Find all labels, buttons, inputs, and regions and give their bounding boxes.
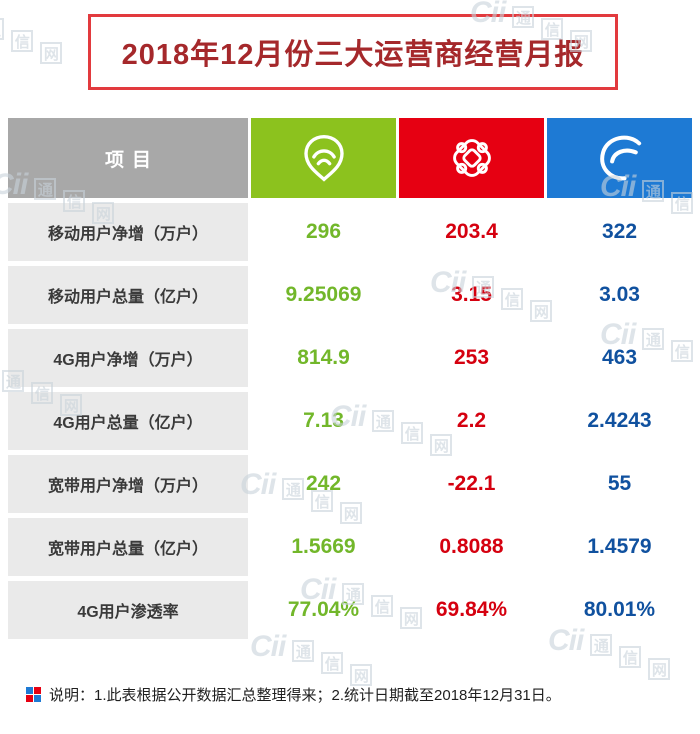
value-cell-unicom: 0.8088 (399, 518, 544, 576)
china-mobile-logo (303, 134, 344, 182)
value-cell-mobile: 9.25069 (251, 266, 396, 324)
value-cell-unicom: 253 (399, 329, 544, 387)
value-cell-unicom: 203.4 (399, 203, 544, 261)
note-icon (26, 686, 41, 702)
value-cell-mobile: 77.04% (251, 581, 396, 639)
row-label: 移动用户净增（万户） (8, 203, 248, 261)
china-telecom-logo (599, 135, 641, 181)
value-cell-telecom: 1.4579 (547, 518, 692, 576)
value-cell-mobile: 242 (251, 455, 396, 513)
page-title: 2018年12月份三大运营商经营月报 (121, 39, 585, 71)
china-unicom-logo (452, 139, 491, 177)
row-label: 宽带用户总量（亿户） (8, 518, 248, 576)
row-label: 4G用户渗透率 (8, 581, 248, 639)
value-cell-mobile: 1.5669 (251, 518, 396, 576)
table-header-item: 项目 (8, 118, 248, 198)
value-cell-unicom: 2.2 (399, 392, 544, 450)
value-cell-mobile: 7.13 (251, 392, 396, 450)
value-cell-unicom: 3.15 (399, 266, 544, 324)
value-cell-telecom: 322 (547, 203, 692, 261)
footnote-text: 说明：1.此表根据公开数据汇总整理得来；2.统计日期截至2018年12月31日。 (49, 686, 561, 704)
footnote: 说明：1.此表根据公开数据汇总整理得来；2.统计日期截至2018年12月31日。 (8, 672, 692, 716)
column-header-china-unicom (399, 118, 544, 198)
column-header-china-mobile (251, 118, 396, 198)
row-label: 4G用户净增（万户） (8, 329, 248, 387)
value-cell-unicom: -22.1 (399, 455, 544, 513)
value-cell-mobile: 296 (251, 203, 396, 261)
value-cell-telecom: 2.4243 (547, 392, 692, 450)
value-cell-mobile: 814.9 (251, 329, 396, 387)
value-cell-telecom: 3.03 (547, 266, 692, 324)
title-box: 2018年12月份三大运营商经营月报 (88, 14, 618, 90)
value-cell-unicom: 69.84% (399, 581, 544, 639)
value-cell-telecom: 463 (547, 329, 692, 387)
row-label: 宽带用户净增（万户） (8, 455, 248, 513)
value-cell-telecom: 55 (547, 455, 692, 513)
operators-table: 项目 (8, 118, 692, 639)
row-label: 移动用户总量（亿户） (8, 266, 248, 324)
row-label: 4G用户总量（亿户） (8, 392, 248, 450)
value-cell-telecom: 80.01% (547, 581, 692, 639)
column-header-china-telecom (547, 118, 692, 198)
